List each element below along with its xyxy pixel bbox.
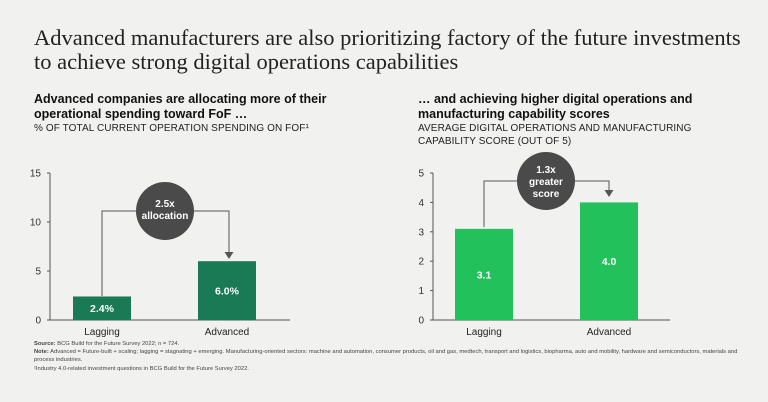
right-data-label-lagging: 3.1	[477, 269, 492, 281]
footer-note-text: Advanced = Future-built + scaling; laggi…	[34, 349, 738, 364]
right-annotation-line2: greater	[529, 177, 563, 188]
left-chart: 0 5 10 15 2.4% 6.0% Lagging Advanced 2.5x a…	[30, 169, 290, 338]
left-annotation-line1: 2.5x	[155, 199, 175, 210]
right-annotation-line1: 1.3x	[536, 165, 556, 176]
right-chart: 0 1 2 3 4 5 3.1 4.0 Lagging Advanced 1.3x gre…	[418, 152, 670, 338]
left-bar-advanced	[198, 261, 256, 320]
left-chart-heading: Advanced companies are allocating more o…	[34, 92, 327, 121]
left-y-tick-label: 5	[35, 267, 41, 278]
right-connector-arrowhead	[604, 190, 614, 197]
left-bar-lagging	[73, 296, 131, 320]
left-connector-arrowhead	[224, 252, 234, 259]
footer-source-text: BCG Build for the Future Survey 2022; n …	[57, 341, 180, 347]
right-y-tick-label: 0	[418, 316, 424, 327]
footer-notes: Source: BCG Build for the Future Survey …	[34, 340, 754, 373]
right-chart-axis-label: AVERAGE DIGITAL OPERATIONS AND MANUFACTU…	[418, 123, 692, 147]
footer-footnote: ¹Industry 4.0-related investment questio…	[34, 365, 249, 372]
right-y-tick-label: 4	[418, 198, 424, 209]
left-category-advanced: Advanced	[205, 327, 249, 338]
left-y-tick-label: 15	[30, 169, 42, 180]
right-y-tick-label: 5	[418, 169, 424, 180]
left-y-tick-label: 10	[30, 218, 42, 229]
left-y-tick-label: 0	[35, 316, 41, 327]
right-y-tick-label: 1	[418, 286, 424, 297]
right-bar-lagging	[455, 228, 513, 320]
right-annotation-line3: score	[533, 189, 560, 200]
right-data-label-advanced: 4.0	[602, 256, 617, 268]
left-annotation-bubble	[136, 182, 194, 240]
footer-note-label: Note:	[34, 349, 49, 356]
left-y-ticks: 0 5 10 15	[30, 169, 50, 327]
page-title: Advanced manufacturers are also prioriti…	[34, 25, 741, 74]
right-y-tick-label: 3	[418, 227, 424, 238]
footer-note: Note: Advanced = Future-built + scaling;…	[34, 348, 754, 364]
left-chart-axis-label: % OF TOTAL CURRENT OPERATION SPENDING ON…	[34, 123, 309, 134]
right-y-ticks: 0 1 2 3 4 5	[418, 169, 433, 327]
left-data-label-advanced: 6.0%	[215, 286, 240, 298]
footer-source-label: Source:	[34, 341, 56, 347]
right-category-advanced: Advanced	[587, 327, 631, 338]
footer-source: Source: BCG Build for the Future Survey …	[34, 340, 754, 348]
right-bar-advanced	[580, 202, 638, 320]
right-annotation-bubble	[517, 152, 575, 210]
left-category-lagging: Lagging	[84, 327, 120, 338]
right-chart-heading: … and achieving higher digital operation…	[418, 92, 693, 121]
left-data-label-lagging: 2.4%	[90, 303, 115, 315]
left-annotation-line2: allocation	[142, 211, 189, 222]
right-y-tick-label: 2	[418, 257, 424, 268]
right-category-lagging: Lagging	[466, 327, 502, 338]
